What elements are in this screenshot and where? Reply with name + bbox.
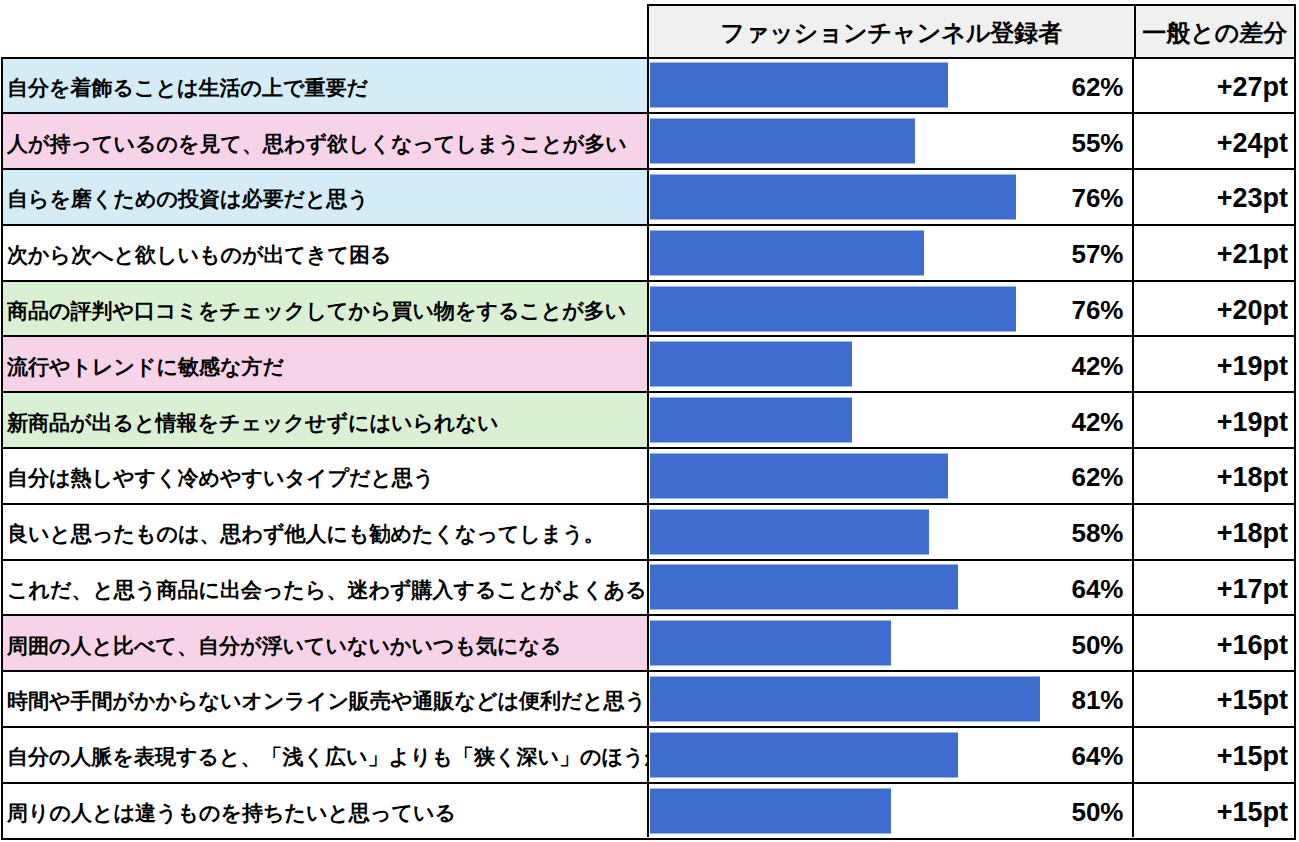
statement-label: 自分を着飾ることは生活の上で重要だ: [3, 59, 649, 113]
table-row: 自分は熱しやすく冷めやすいタイプだと思う 62% +18pt: [3, 447, 1294, 503]
value-label: 62%: [1071, 462, 1123, 493]
bar-cell: 42%: [649, 393, 1134, 447]
statement-label: 自分は熱しやすく冷めやすいタイプだと思う: [3, 449, 649, 503]
survey-bar-chart-table: ファッションチャンネル登録者 一般との差分 自分を着飾ることは生活の上で重要だ 6…: [0, 0, 1299, 842]
value-bar: [650, 788, 891, 833]
statement-label: 自分の人脈を表現すると、「浅く広い」よりも「狭く深い」のほうが近い: [3, 728, 649, 782]
bar-cell: 76%: [649, 282, 1134, 336]
bar-cell: 81%: [649, 672, 1134, 726]
bar-cell: 58%: [649, 505, 1134, 559]
diff-label: +18pt: [1134, 449, 1295, 503]
statement-label: 周囲の人と比べて、自分が浮いていないかいつも気になる: [3, 616, 649, 670]
diff-label: +24pt: [1134, 114, 1295, 168]
diff-label: +19pt: [1134, 393, 1295, 447]
value-label: 55%: [1071, 127, 1123, 158]
value-label: 76%: [1071, 183, 1123, 214]
header-row: ファッションチャンネル登録者 一般との差分: [647, 4, 1296, 60]
bar-cell: 50%: [649, 784, 1134, 838]
value-bar: [650, 230, 924, 275]
value-label: 42%: [1071, 406, 1123, 437]
value-bar: [650, 565, 958, 610]
table-row: これだ、と思う商品に出会ったら、迷わず購入することがよくある 64% +17pt: [3, 559, 1294, 615]
value-bar: [650, 453, 948, 498]
table-row: 良いと思ったものは、思わず他人にも勧めたくなってしまう。 58% +18pt: [3, 503, 1294, 559]
bar-cell: 55%: [649, 114, 1134, 168]
bar-cell: 62%: [649, 449, 1134, 503]
table-row: 自分の人脈を表現すると、「浅く広い」よりも「狭く深い」のほうが近い 64% +15p…: [3, 726, 1294, 782]
value-bar: [650, 621, 891, 666]
statement-label: 流行やトレンドに敏感な方だ: [3, 337, 649, 391]
diff-label: +16pt: [1134, 616, 1295, 670]
diff-label: +15pt: [1134, 728, 1295, 782]
value-bar: [650, 342, 852, 387]
diff-label: +27pt: [1134, 59, 1295, 113]
value-label: 50%: [1071, 797, 1123, 828]
statement-label: 次から次へと欲しいものが出てきて困る: [3, 226, 649, 280]
statement-label: 人が持っているのを見て、思わず欲しくなってしまうことが多い: [3, 114, 649, 168]
value-bar: [650, 286, 1016, 331]
table-row: 自らを磨くための投資は必要だと思う 76% +23pt: [3, 168, 1294, 224]
value-label: 62%: [1071, 71, 1123, 102]
column-header-subscribers: ファッションチャンネル登録者: [649, 6, 1134, 58]
statement-label: 良いと思ったものは、思わず他人にも勧めたくなってしまう。: [3, 505, 649, 559]
diff-label: +20pt: [1134, 282, 1295, 336]
diff-label: +21pt: [1134, 226, 1295, 280]
bar-cell: 57%: [649, 226, 1134, 280]
statement-label: これだ、と思う商品に出会ったら、迷わず購入することがよくある: [3, 561, 649, 615]
table-row: 次から次へと欲しいものが出てきて困る 57% +21pt: [3, 224, 1294, 280]
bar-cell: 62%: [649, 59, 1134, 113]
diff-label: +17pt: [1134, 561, 1295, 615]
bar-cell: 64%: [649, 561, 1134, 615]
table-row: 周囲の人と比べて、自分が浮いていないかいつも気になる 50% +16pt: [3, 614, 1294, 670]
value-label: 50%: [1071, 629, 1123, 660]
table-row: 時間や手間がかからないオンライン販売や通販などは便利だと思う 81% +15pt: [3, 670, 1294, 726]
statement-label: 自らを磨くための投資は必要だと思う: [3, 170, 649, 224]
value-label: 42%: [1071, 350, 1123, 381]
table-row: 人が持っているのを見て、思わず欲しくなってしまうことが多い 55% +24pt: [3, 112, 1294, 168]
bar-cell: 76%: [649, 170, 1134, 224]
value-bar: [650, 119, 915, 164]
diff-label: +15pt: [1134, 784, 1295, 838]
table-row: 商品の評判や口コミをチェックしてから買い物をすることが多い 76% +20pt: [3, 280, 1294, 336]
value-label: 81%: [1071, 685, 1123, 716]
statement-label: 新商品が出ると情報をチェックせずにはいられない: [3, 393, 649, 447]
column-header-diff: 一般との差分: [1134, 6, 1295, 58]
bar-cell: 50%: [649, 616, 1134, 670]
value-bar: [650, 174, 1016, 219]
value-bar: [650, 732, 958, 777]
value-bar: [650, 509, 929, 554]
diff-label: +23pt: [1134, 170, 1295, 224]
statement-label: 商品の評判や口コミをチェックしてから買い物をすることが多い: [3, 282, 649, 336]
diff-label: +19pt: [1134, 337, 1295, 391]
value-label: 76%: [1071, 295, 1123, 326]
value-label: 64%: [1071, 741, 1123, 772]
bar-cell: 42%: [649, 337, 1134, 391]
rows-container: 自分を着飾ることは生活の上で重要だ62%+27pt人が持っているのを見て、思わず…: [1, 57, 1296, 840]
value-bar: [650, 398, 852, 443]
diff-label: +15pt: [1134, 672, 1295, 726]
diff-label: +18pt: [1134, 505, 1295, 559]
value-label: 57%: [1071, 239, 1123, 270]
table-row: 周りの人とは違うものを持ちたいと思っている 50% +15pt: [3, 782, 1294, 838]
value-label: 64%: [1071, 573, 1123, 604]
bar-cell: 64%: [649, 728, 1134, 782]
table-row: 新商品が出ると情報をチェックせずにはいられない 42% +19pt: [3, 391, 1294, 447]
statement-label: 周りの人とは違うものを持ちたいと思っている: [3, 784, 649, 838]
value-label: 58%: [1071, 518, 1123, 549]
value-bar: [650, 676, 1040, 721]
table-row: 流行やトレンドに敏感な方だ 42% +19pt: [3, 335, 1294, 391]
statement-label: 時間や手間がかからないオンライン販売や通販などは便利だと思う: [3, 672, 649, 726]
table-row: 自分を着飾ることは生活の上で重要だ 62% +27pt: [3, 59, 1294, 113]
value-bar: [650, 63, 948, 108]
